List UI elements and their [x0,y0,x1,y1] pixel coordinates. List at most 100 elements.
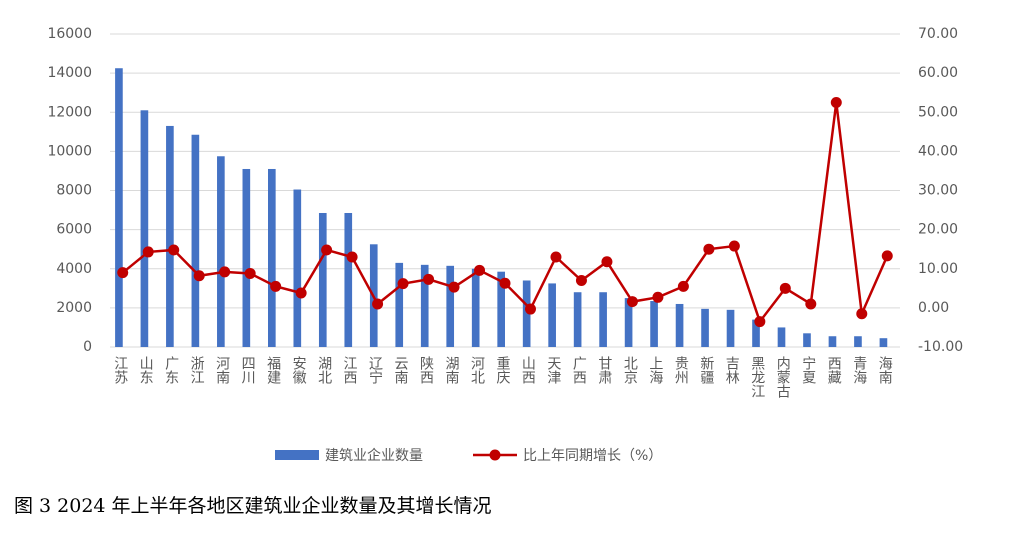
bar [522,280,531,347]
bar [828,336,837,347]
bar [318,212,327,347]
point [321,244,333,256]
x-tick-label: 湖南 [443,356,459,384]
point [626,296,638,308]
point [474,264,486,276]
point [728,240,740,252]
y-tick-label: 8000 [56,183,92,199]
point [448,281,460,293]
bar [777,327,786,347]
x-tick-label: 山西 [520,356,536,384]
caption: 图 3 2024 年上半年各地区建筑业企业数量及其增长情况 [14,495,492,517]
bar [166,125,174,347]
y-tick-label: 14000 [47,65,92,81]
y2-tick-label: 10.00 [918,261,958,277]
x-tick-label: 河北 [469,356,485,385]
x-tick-label: 陕西 [418,356,434,384]
point [142,246,154,258]
x-tick-label: 海南 [877,356,893,384]
y2-tick-label: 20.00 [918,222,958,238]
bar [599,292,607,347]
y2-tick-label: 40.00 [918,143,958,159]
x-tick-label: 云南 [393,356,409,384]
y2-tick-label: 0.00 [918,300,949,316]
x-tick-label: 北京 [622,356,638,384]
point [550,251,562,263]
x-tick-label: 浙江 [189,356,205,384]
y2-tick-label: 50.00 [918,104,958,120]
x-tick-label: 内蒙古 [775,356,791,398]
point [652,291,664,303]
legend-label: 比上年同期增长（%） [523,448,662,464]
bar [879,338,888,347]
bar [268,168,276,347]
y-tick-label: 10000 [47,143,92,159]
x-tick-label: 广西 [571,356,587,384]
legend-swatch [275,450,319,460]
legend-swatch [489,449,501,461]
x-tick-label: 上海 [647,356,663,384]
bar [395,262,404,347]
bar [701,308,709,347]
x-tick-label: 辽宁 [367,356,383,384]
bar [344,212,353,347]
point [244,267,256,279]
point [779,282,791,294]
point [168,244,180,256]
x-tick-label: 宁夏 [800,355,816,384]
bar [726,309,735,347]
point [397,278,409,290]
x-tick-label: 重庆 [494,356,510,384]
x-tick-label: 甘肃 [596,356,612,384]
point [754,316,766,328]
x-tick-label: 天津 [545,356,561,384]
point [372,298,384,310]
point [524,303,536,315]
bar [752,319,760,347]
x-tick-label: 湖北 [316,356,332,385]
bar [548,283,556,347]
x-tick-label: 福建 [265,356,281,385]
x-tick-label: 四川 [240,356,256,384]
point [423,273,435,285]
point [856,308,868,320]
bar [242,168,251,347]
x-tick-label: 江西 [342,356,358,384]
point [346,251,358,263]
bar [293,189,302,347]
x-tick-label: 青海 [851,356,867,384]
bar [115,68,123,347]
bar [803,333,811,347]
bar [140,110,149,347]
point [575,274,587,286]
y-tick-label: 12000 [47,104,92,120]
x-tick-label: 西藏 [826,356,842,384]
bar [650,301,658,347]
bar [854,336,862,347]
y-tick-label: 16000 [47,26,92,42]
x-tick-label: 新疆 [698,356,714,384]
y-tick-label: 4000 [56,261,92,277]
point [677,280,689,292]
x-tick-label: 贵州 [673,356,689,384]
bar [471,268,480,347]
point [881,250,893,262]
y-tick-label: 0 [83,339,92,355]
x-tick-label: 吉林 [724,356,740,384]
point [219,266,231,278]
y2-tick-label: -10.00 [918,339,963,355]
bar [675,303,684,347]
y2-tick-label: 70.00 [918,26,958,42]
x-tick-label: 河南 [214,356,230,384]
point [295,287,307,299]
point [703,243,715,255]
bar [446,265,455,347]
y2-tick-label: 30.00 [918,183,958,199]
x-tick-label: 黑龙江 [749,356,765,398]
legend-label: 建筑业企业数量 [325,447,423,464]
point [830,96,842,108]
point [270,280,282,292]
bar [420,264,429,347]
